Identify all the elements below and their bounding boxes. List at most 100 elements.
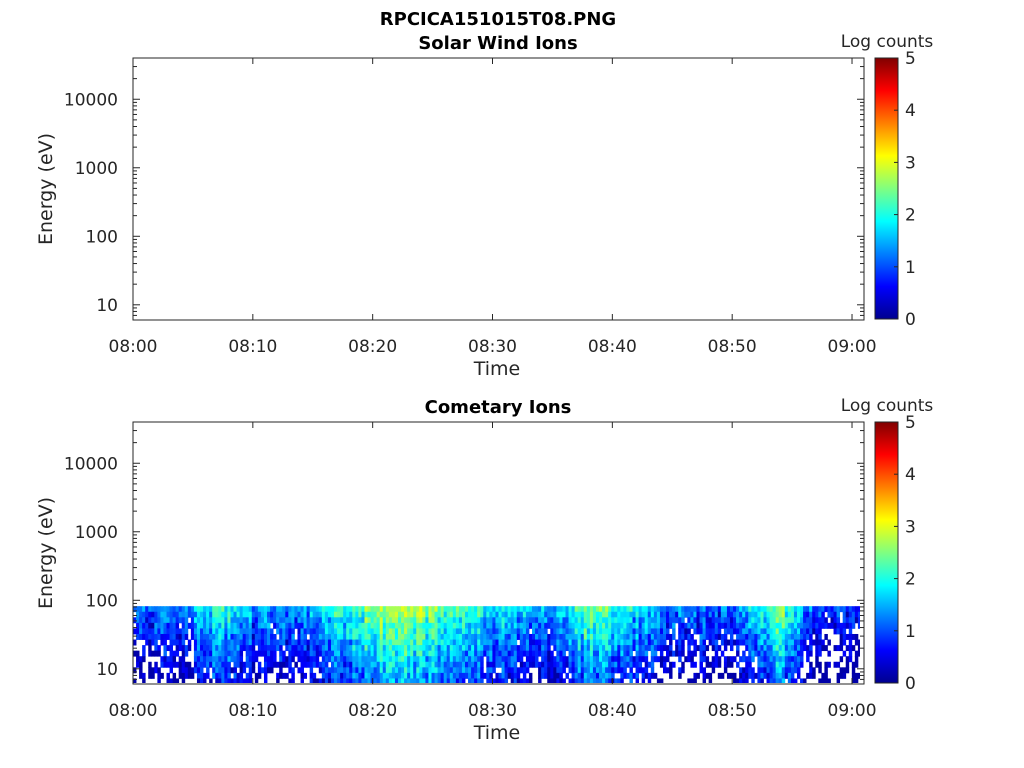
- spectrogram-cell: [352, 667, 356, 674]
- spectrogram-cell: [611, 628, 615, 635]
- spectrogram-cell: [206, 622, 210, 629]
- spectrogram-cell: [257, 672, 262, 679]
- spectrogram-cell: [257, 611, 262, 618]
- spectrogram-cell: [193, 606, 198, 613]
- spectrogram-cell: [218, 661, 222, 668]
- spectrogram-cell: [602, 633, 606, 640]
- spectrogram-cell: [498, 661, 502, 668]
- spectrogram-cell: [370, 667, 375, 674]
- spectrogram-cell: [394, 656, 399, 663]
- spectrogram-cell: [577, 622, 582, 629]
- spectrogram-cell: [669, 633, 673, 640]
- spectrogram-cell: [800, 628, 804, 635]
- spectrogram-cell: [778, 678, 783, 683]
- spectrogram-cell: [346, 622, 350, 629]
- spectrogram-cell: [757, 639, 761, 646]
- spectrogram-cell: [468, 667, 472, 674]
- spectrogram-cell: [340, 611, 344, 618]
- spectrogram-cell: [605, 606, 609, 613]
- spectrogram-cell: [614, 633, 618, 640]
- spectrogram-cell: [267, 645, 271, 652]
- spectrogram-cell: [416, 661, 420, 668]
- spectrogram-cell: [599, 606, 603, 613]
- spectrogram-cell: [574, 617, 579, 624]
- spectrogram-cell: [148, 617, 152, 624]
- spectrogram-cell: [708, 606, 713, 613]
- spectrogram-cell: [583, 667, 588, 674]
- spectrogram-cell: [489, 628, 493, 635]
- spectrogram-cell: [574, 661, 579, 668]
- spectrogram-cell: [836, 617, 841, 624]
- spectrogram-cell: [553, 678, 557, 683]
- spectrogram-cell: [483, 650, 487, 657]
- spectrogram-cell: [854, 672, 859, 679]
- spectrogram-cell: [787, 622, 792, 629]
- spectrogram-cell: [391, 633, 396, 640]
- spectrogram-cell: [212, 617, 216, 624]
- spectrogram-cell: [772, 633, 777, 640]
- spectrogram-cell: [538, 645, 542, 652]
- spectrogram-cell: [781, 611, 786, 618]
- spectrogram-cell: [638, 661, 643, 668]
- spectrogram-cell: [538, 650, 542, 657]
- spectrogram-cell: [708, 628, 713, 635]
- spectrogram-cell: [662, 639, 667, 646]
- spectrogram-cell: [200, 639, 204, 646]
- spectrogram-cell: [376, 622, 381, 629]
- spectrogram-cell: [583, 639, 588, 646]
- spectrogram-cell: [702, 672, 707, 679]
- spectrogram-cell: [586, 628, 591, 635]
- spectrogram-cell: [416, 656, 420, 663]
- spectrogram-cell: [422, 656, 426, 663]
- spectrogram-cell: [330, 667, 335, 674]
- spectrogram-cell: [845, 617, 850, 624]
- spectrogram-cell: [851, 622, 856, 629]
- spectrogram-cell: [397, 617, 402, 624]
- spectrogram-cell: [723, 611, 728, 618]
- spectrogram-cell: [553, 617, 557, 624]
- spectrogram-cell: [458, 639, 463, 646]
- spectrogram-cell: [321, 667, 326, 674]
- spectrogram-cell: [285, 645, 289, 652]
- spectrogram-cell: [784, 611, 789, 618]
- spectrogram-cell: [666, 611, 670, 618]
- spectrogram-cell: [175, 678, 180, 683]
- spectrogram-cell: [382, 678, 387, 683]
- spectrogram-cell: [364, 656, 368, 663]
- spectrogram-cell: [373, 617, 378, 624]
- spectrogram-cell: [300, 639, 304, 646]
- spectrogram-cell: [449, 639, 454, 646]
- spectrogram-cell: [626, 650, 630, 657]
- spectrogram-cell: [221, 606, 225, 613]
- spectrogram-cell: [474, 633, 478, 640]
- colorbar-tick-label: 0: [905, 310, 916, 330]
- spectrogram-cell: [151, 650, 155, 657]
- spectrogram-cell: [212, 639, 216, 646]
- spectrogram-cell: [181, 611, 186, 618]
- spectrogram-cell: [446, 650, 451, 657]
- spectrogram-cell: [300, 650, 304, 657]
- spectrogram-cell: [541, 645, 545, 652]
- spectrogram-cell: [641, 622, 646, 629]
- spectrogram-cell: [172, 661, 177, 668]
- spectrogram-cell: [589, 639, 594, 646]
- spectrogram-cell: [568, 611, 572, 618]
- spectrogram-cell: [793, 622, 798, 629]
- spectrogram-cell: [401, 633, 405, 640]
- spectrogram-cell: [367, 611, 371, 618]
- spectrogram-cell: [385, 639, 390, 646]
- spectrogram-cell: [781, 672, 786, 679]
- spectrogram-cell: [169, 656, 173, 663]
- spectrogram-cell: [632, 611, 636, 618]
- spectrogram-cell: [845, 611, 850, 618]
- spectrogram-cell: [178, 645, 183, 652]
- spectrogram-cell: [309, 628, 314, 635]
- spectrogram-cell: [169, 622, 173, 629]
- spectrogram-cell: [282, 661, 286, 668]
- spectrogram-cell: [215, 611, 219, 618]
- spectrogram-cell: [629, 672, 633, 679]
- spectrogram-cell: [337, 672, 341, 679]
- spectrogram-cell: [611, 650, 615, 657]
- spectrogram-cell: [184, 645, 189, 652]
- spectrogram-cell: [492, 661, 496, 668]
